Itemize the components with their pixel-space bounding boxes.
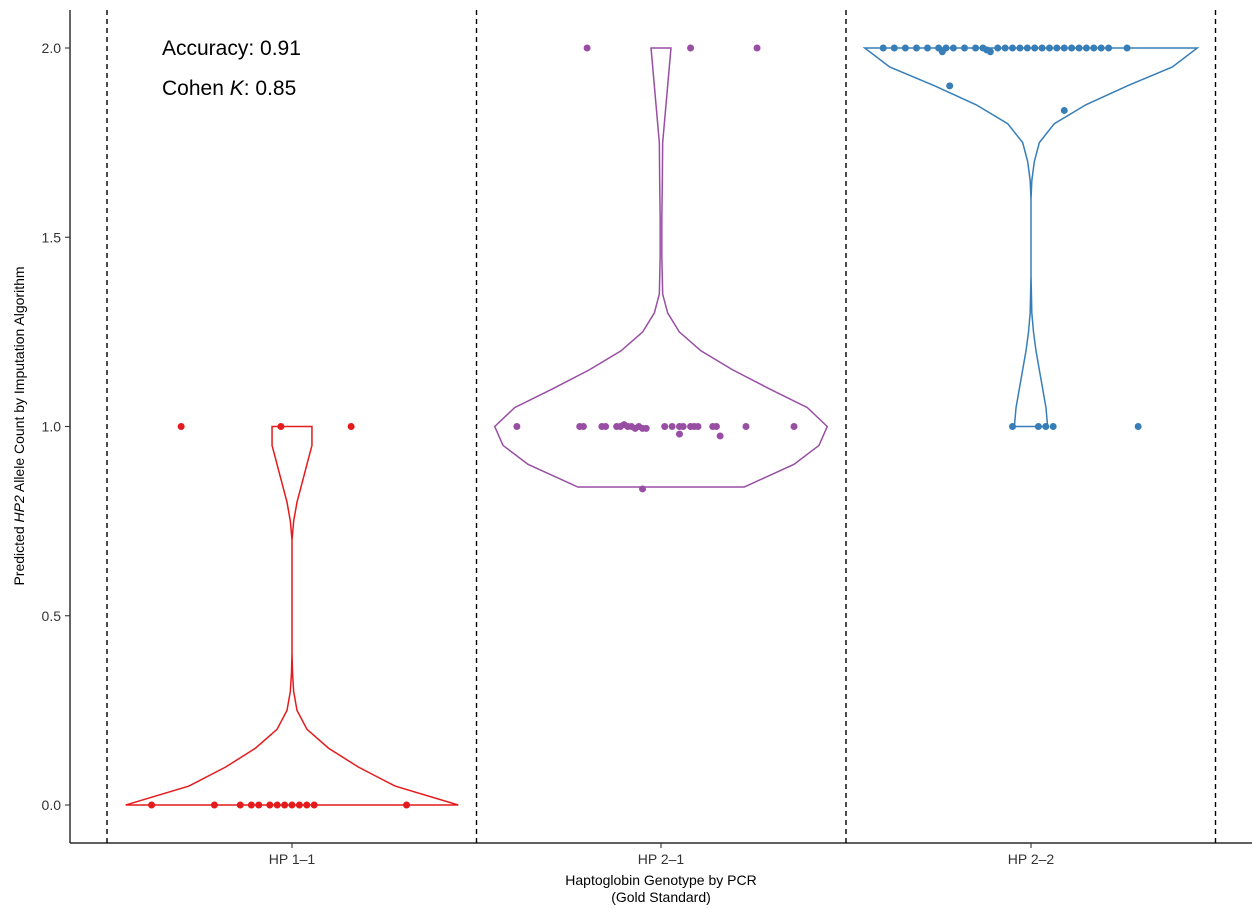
y-axis-title-suffix: Allele Count by Imputation Algorithm (11, 266, 27, 495)
data-point (210, 801, 218, 809)
data-point (938, 48, 946, 56)
data-point (687, 44, 695, 52)
data-point (1060, 106, 1068, 114)
violin-layer (125, 47, 1200, 806)
data-point (1082, 44, 1090, 52)
data-point (753, 44, 761, 52)
data-point (1134, 423, 1142, 430)
y-tick-label: 0.0 (42, 797, 62, 813)
y-axis-title: Predicted HP2 Allele Count by Imputation… (11, 266, 27, 585)
data-point (310, 801, 318, 809)
data-point (949, 44, 957, 52)
data-point (303, 801, 311, 809)
category-separators (106, 10, 1217, 843)
violin-1 (125, 425, 459, 806)
data-point (1038, 44, 1046, 52)
data-point (1090, 44, 1098, 52)
data-point (1105, 44, 1113, 52)
data-point (148, 801, 156, 809)
data-point (1016, 44, 1024, 52)
data-point (579, 423, 587, 430)
data-point (790, 423, 798, 430)
data-point (1123, 44, 1131, 52)
data-point (1009, 423, 1017, 430)
data-point (236, 801, 244, 809)
data-point (1097, 44, 1105, 52)
y-axis-ticks: 0.0 0.5 1.0 1.5 2.0 (42, 40, 70, 813)
violin-2 (493, 47, 829, 488)
data-point (288, 801, 296, 809)
data-point (1042, 423, 1050, 430)
y-tick-label: 1.0 (42, 419, 62, 435)
data-point (1045, 44, 1053, 52)
y-axis-title-italic: HP2 (11, 495, 27, 522)
data-point (890, 44, 898, 52)
data-point (716, 432, 724, 440)
kappa-prefix: Cohen (162, 77, 230, 100)
data-point (277, 423, 285, 430)
data-point (661, 423, 669, 430)
data-point (879, 44, 887, 52)
data-point (994, 44, 1002, 52)
data-point (177, 423, 185, 430)
data-point (675, 430, 683, 438)
data-point (281, 801, 289, 809)
x-tick-label: HP 2–1 (638, 851, 685, 867)
data-point (960, 44, 968, 52)
point-layer (148, 44, 1142, 809)
data-point (712, 423, 720, 430)
x-tick-label: HP 1–1 (269, 851, 316, 867)
data-point (1009, 44, 1017, 52)
data-point (513, 423, 521, 430)
data-point (901, 44, 909, 52)
data-point (1031, 44, 1039, 52)
data-point (642, 424, 650, 432)
data-point (255, 801, 263, 809)
data-point (266, 801, 274, 809)
data-point (583, 44, 591, 52)
x-axis-ticks: HP 1–1 HP 2–1 HP 2–2 (269, 843, 1055, 867)
data-point (639, 485, 647, 493)
y-tick-label: 0.5 (42, 608, 62, 624)
data-point (972, 44, 980, 52)
accuracy-annotation: Accuracy: 0.91 (162, 37, 301, 60)
data-point (1075, 44, 1083, 52)
y-tick-label: 1.5 (42, 229, 62, 245)
data-point (1068, 44, 1076, 52)
data-point (742, 423, 750, 430)
data-point (668, 423, 676, 430)
violin-3 (862, 47, 1200, 428)
data-point (247, 801, 255, 809)
kappa-suffix: : 0.85 (244, 77, 297, 100)
data-point (679, 423, 687, 430)
data-point (403, 801, 411, 809)
data-point (295, 801, 303, 809)
data-point (273, 801, 281, 809)
x-axis-title-line2: (Gold Standard) (611, 889, 711, 905)
data-point (1060, 44, 1068, 52)
data-point (1034, 423, 1042, 430)
data-point (986, 48, 994, 56)
data-point (1023, 44, 1031, 52)
kappa-annotation: Cohen K: 0.85 (162, 77, 296, 100)
data-point (946, 82, 954, 90)
y-axis-title-prefix: Predicted (11, 522, 27, 585)
kappa-italic: K (230, 77, 245, 100)
data-point (694, 423, 702, 430)
y-tick-label: 2.0 (42, 40, 62, 56)
data-point (347, 423, 355, 430)
data-point (912, 44, 920, 52)
data-point (1001, 44, 1009, 52)
x-axis-title-line1: Haptoglobin Genotype by PCR (565, 872, 756, 888)
data-point (924, 44, 932, 52)
data-point (1049, 423, 1057, 430)
data-point (1053, 44, 1061, 52)
data-point (602, 423, 610, 430)
x-tick-label: HP 2–2 (1008, 851, 1055, 867)
